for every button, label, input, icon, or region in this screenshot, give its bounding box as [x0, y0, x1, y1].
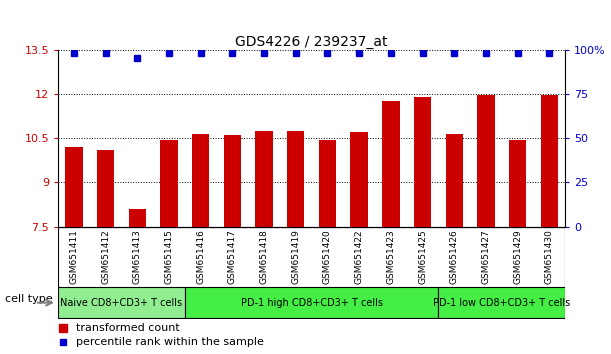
Text: cell type: cell type — [5, 294, 53, 304]
Bar — [192, 133, 210, 227]
Text: GSM651422: GSM651422 — [354, 229, 364, 284]
Text: GSM651429: GSM651429 — [513, 229, 522, 284]
Text: PD-1 high CD8+CD3+ T cells: PD-1 high CD8+CD3+ T cells — [241, 298, 382, 308]
Bar — [319, 139, 336, 227]
Text: GSM651425: GSM651425 — [418, 229, 427, 284]
Bar — [541, 95, 558, 227]
Bar — [414, 97, 431, 227]
Text: GSM651419: GSM651419 — [291, 229, 300, 284]
Text: GSM651411: GSM651411 — [70, 229, 78, 284]
Text: GSM651430: GSM651430 — [545, 229, 554, 284]
Text: percentile rank within the sample: percentile rank within the sample — [76, 337, 264, 348]
Bar — [97, 150, 114, 227]
Bar — [445, 133, 463, 227]
Bar — [477, 95, 495, 227]
Text: transformed count: transformed count — [76, 322, 180, 332]
Text: GSM651413: GSM651413 — [133, 229, 142, 284]
Text: GSM651415: GSM651415 — [164, 229, 174, 284]
Bar — [351, 132, 368, 227]
Text: GSM651412: GSM651412 — [101, 229, 110, 284]
Text: Naive CD8+CD3+ T cells: Naive CD8+CD3+ T cells — [60, 298, 183, 308]
Bar — [382, 101, 400, 227]
Text: GSM651417: GSM651417 — [228, 229, 237, 284]
Text: GSM651416: GSM651416 — [196, 229, 205, 284]
Text: GSM651423: GSM651423 — [386, 229, 395, 284]
Bar — [287, 131, 304, 227]
Bar — [65, 147, 82, 227]
Bar — [128, 209, 146, 227]
Title: GDS4226 / 239237_at: GDS4226 / 239237_at — [235, 35, 388, 48]
Text: GSM651427: GSM651427 — [481, 229, 491, 284]
Bar — [185, 287, 439, 318]
Bar — [58, 287, 185, 318]
Bar — [439, 287, 565, 318]
Bar — [160, 139, 178, 227]
Text: GSM651418: GSM651418 — [260, 229, 269, 284]
Bar — [255, 131, 273, 227]
Text: PD-1 low CD8+CD3+ T cells: PD-1 low CD8+CD3+ T cells — [433, 298, 571, 308]
Text: GSM651420: GSM651420 — [323, 229, 332, 284]
Bar — [509, 139, 526, 227]
Bar — [224, 135, 241, 227]
Text: GSM651426: GSM651426 — [450, 229, 459, 284]
